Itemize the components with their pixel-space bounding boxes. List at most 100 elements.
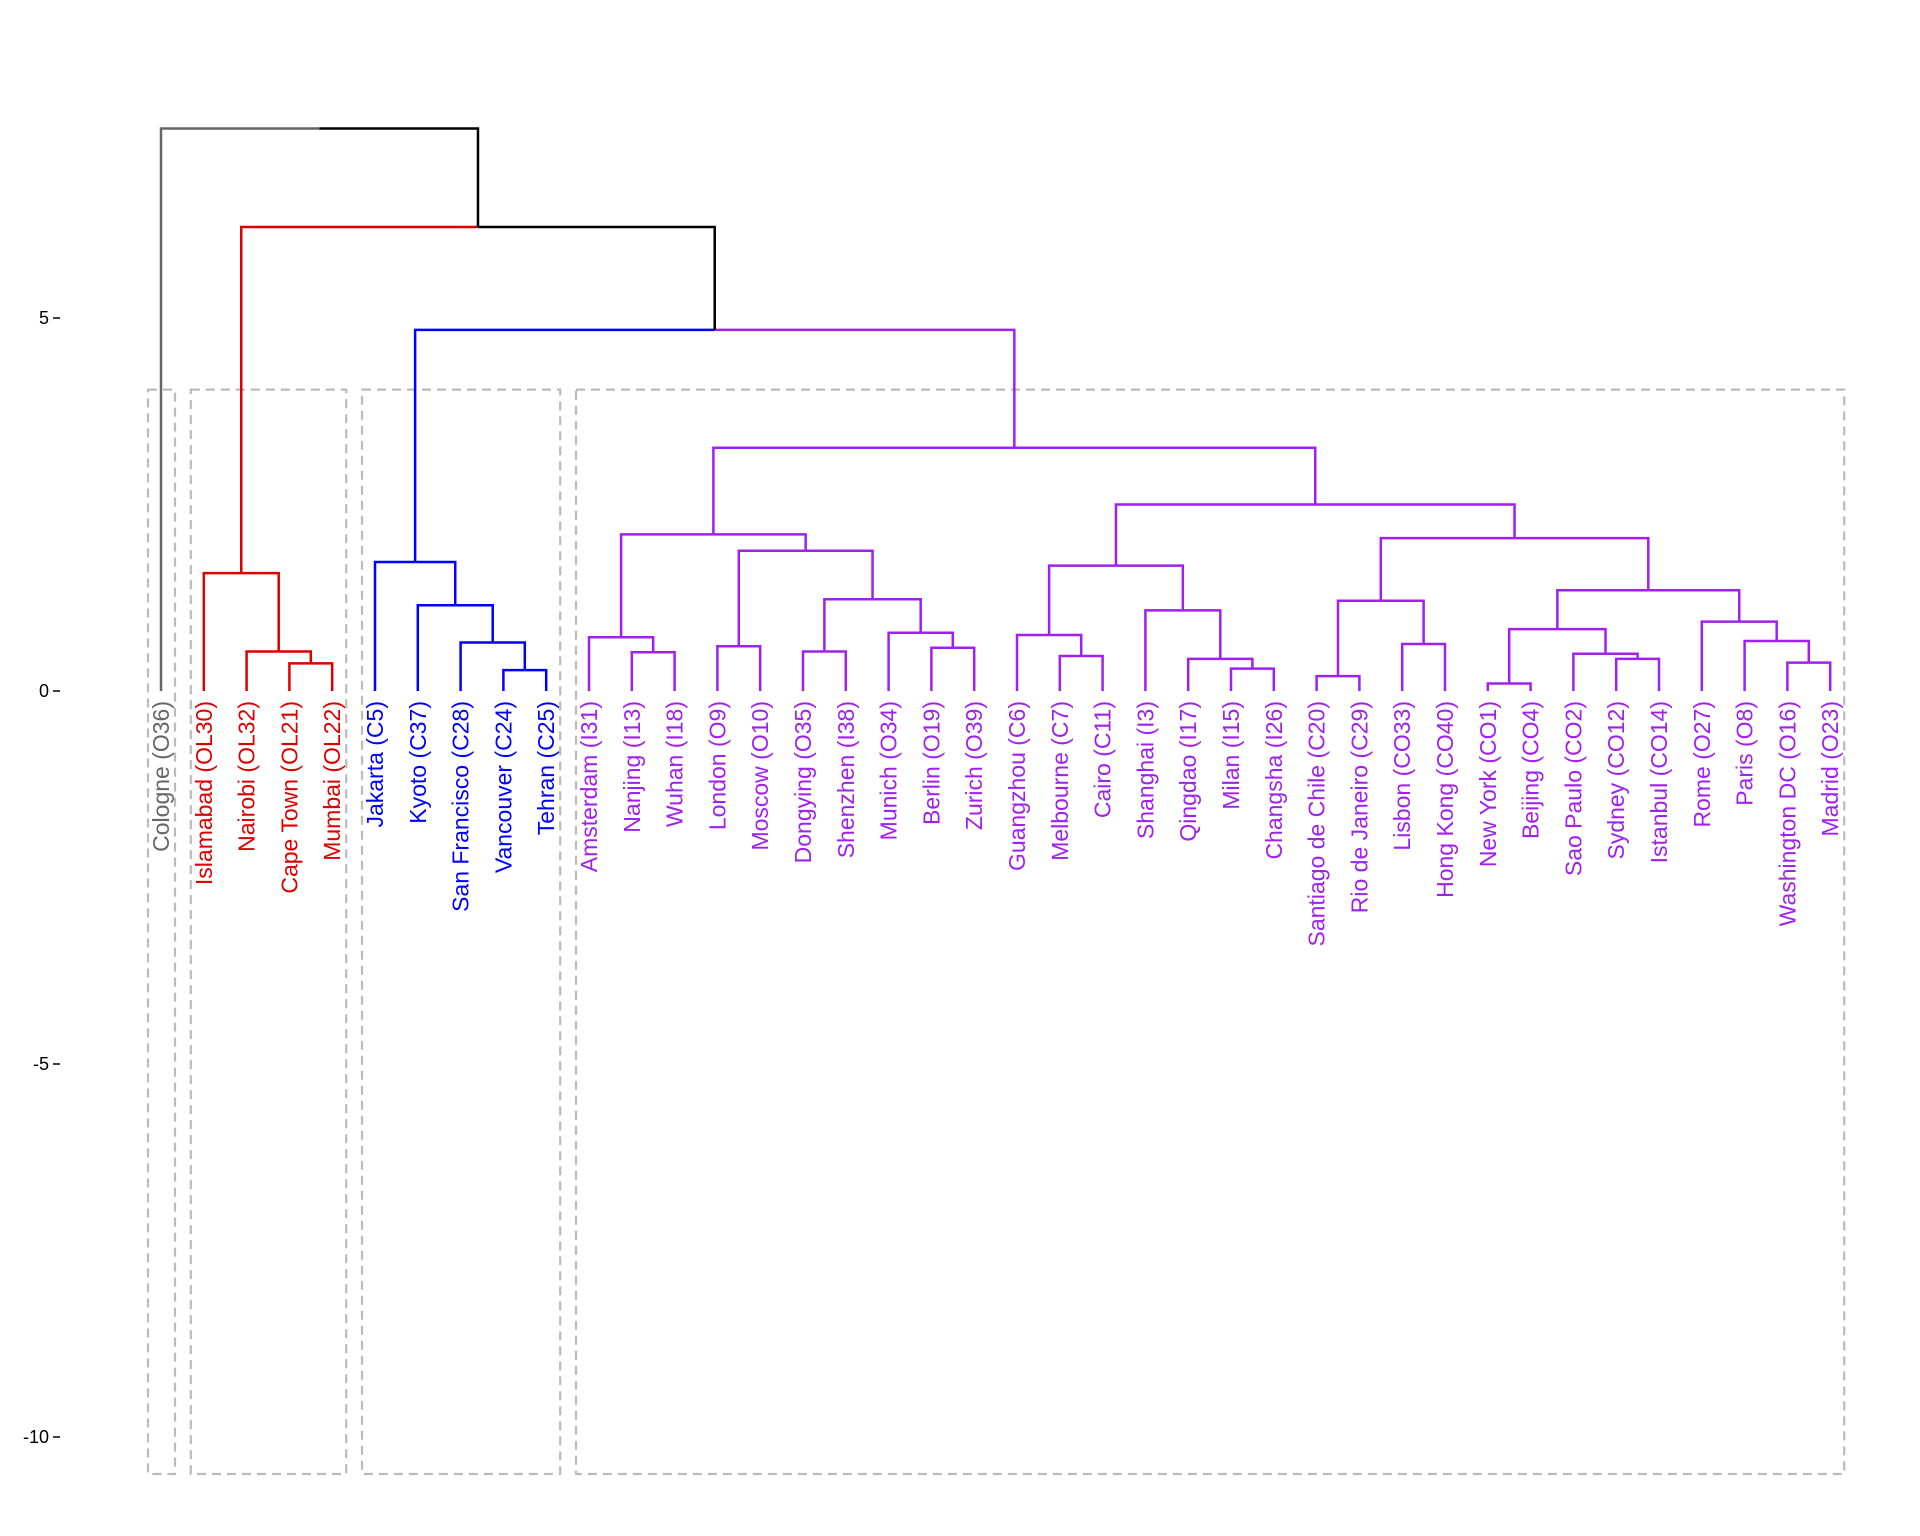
leaf-label: Beijing (CO4) [1518, 701, 1544, 839]
leaf-label: Mumbai (OL22) [319, 701, 345, 861]
dendrogram-link [1423, 642, 1447, 691]
leaf-label: Istanbul (CO14) [1646, 701, 1672, 863]
dendrogram-link [310, 662, 334, 691]
leaf-label: Washington DC (O16) [1774, 701, 1800, 926]
dendrogram-link [716, 644, 739, 691]
dendrogram-link [1514, 536, 1650, 591]
leaf-label: Wuhan (I18) [662, 701, 688, 827]
leaf-label: Tehran (C25) [533, 701, 559, 835]
leaf-label: Berlin (O19) [918, 701, 944, 825]
dendrogram-link [1047, 564, 1116, 636]
leaf-label: Guangzhou (C6) [1004, 701, 1030, 871]
dendrogram-link [1507, 627, 1558, 684]
dendrogram-link [930, 646, 953, 691]
dendrogram-link [737, 549, 806, 647]
dendrogram-link [241, 571, 280, 652]
dendrogram-link [240, 225, 478, 574]
dendrogram-link [288, 662, 311, 691]
dendrogram-link [1743, 639, 1777, 691]
leaf-label: Milan (I15) [1218, 701, 1244, 810]
dendrogram-link [619, 533, 714, 638]
dendrogram-link [524, 668, 548, 691]
cluster-boxes [146, 388, 1846, 1476]
dendrogram-link [587, 636, 622, 691]
dendrogram-links [159, 127, 1832, 691]
leaf-label: Shanghai (I3) [1132, 701, 1158, 839]
y-tick-label: 5 [39, 308, 49, 328]
leaf-label: Melbourne (C7) [1047, 701, 1073, 861]
leaf-label: Amsterdam (I31) [576, 701, 602, 872]
cluster-box [360, 388, 562, 1476]
leaf-label: London (O9) [704, 701, 730, 830]
dendrogram-link [824, 650, 848, 691]
dendrogram-link [872, 597, 922, 633]
leaf-label: Lisbon (CO33) [1389, 701, 1415, 851]
cluster-box [189, 388, 348, 1476]
leaf-label: Rome (O27) [1689, 701, 1715, 828]
y-tick-label: 0 [39, 681, 49, 701]
dendrogram-link [415, 560, 457, 606]
dendrogram-link [1776, 639, 1811, 663]
dendrogram-link [712, 446, 1015, 535]
dendrogram-link [1556, 589, 1649, 630]
dendrogram-link [1186, 657, 1221, 691]
dendrogram-link [1614, 657, 1638, 691]
leaf-label: Vancouver (C24) [490, 701, 516, 873]
dendrogram-link [416, 603, 456, 691]
dendrogram-link [823, 597, 873, 652]
dendrogram-link [373, 560, 416, 691]
leaf-label: San Francisco (C28) [448, 701, 474, 912]
leaf-label: Nairobi (OL32) [234, 701, 260, 852]
leaf-labels: Cologne (O36) Islamabad (OL30) Nairobi (OL… [148, 701, 1843, 946]
dendrogram-link [1605, 652, 1639, 659]
dendrogram-link [887, 631, 921, 691]
leaf-label: Rio de Janeiro (C29) [1346, 701, 1372, 913]
dendrogram-link [1315, 503, 1516, 539]
dendrogram-link [1058, 654, 1082, 691]
dendrogram-link [278, 650, 313, 664]
dendrogram-link [1144, 609, 1183, 691]
dendrogram-link [1081, 654, 1104, 691]
leaf-label: Moscow (O10) [747, 701, 773, 851]
dendrogram-link [459, 641, 493, 691]
dendrogram-link [1786, 661, 1809, 691]
leaf-label: Cape Town (OL21) [276, 701, 302, 894]
dendrogram-link [492, 641, 527, 671]
leaf-label: Hong Kong (CO40) [1432, 701, 1458, 898]
y-tick-label: -10 [23, 1427, 49, 1447]
dendrogram-link [1572, 652, 1606, 691]
dendrogram-link [1338, 674, 1361, 691]
leaf-label: Cologne (O36) [148, 701, 174, 852]
dendrogram-link [1808, 661, 1832, 691]
leaf-label: Kyoto (C37) [405, 701, 431, 824]
dendrogram-link [1509, 682, 1532, 691]
dendrogram-link [952, 646, 976, 691]
y-tick-label: -5 [33, 1054, 49, 1074]
dendrogram-link [1182, 609, 1222, 659]
dendrogram-link [1379, 536, 1515, 601]
dendrogram-link [1252, 667, 1276, 691]
leaf-label: Dongying (O35) [790, 701, 816, 863]
dendrogram-link [1336, 599, 1381, 677]
dendrogram-link [1220, 657, 1254, 669]
leaf-label: Nanjing (I13) [619, 701, 645, 833]
dendrogram-link [1637, 657, 1661, 691]
leaf-label: Madrid (O23) [1817, 701, 1843, 836]
leaf-label: Munich (O34) [876, 701, 902, 840]
dendrogram-link [1015, 633, 1050, 691]
dendrogram-link [738, 644, 762, 691]
dendrogram-link [202, 571, 242, 691]
leaf-label: Sydney (CO12) [1603, 701, 1629, 860]
dendrogram-link [159, 127, 320, 691]
dendrogram-link [413, 328, 715, 562]
dendrogram-link [713, 533, 807, 551]
dendrogram-link [1700, 620, 1740, 691]
y-axis: 5 0 -5 -10 [23, 308, 60, 1447]
leaf-label: Jakarta (C5) [362, 701, 388, 828]
dendrogram-link [1557, 627, 1607, 654]
leaf-label: Paris (O8) [1732, 701, 1758, 806]
dendrogram-link [1739, 620, 1778, 642]
dendrogram-link [1115, 564, 1185, 611]
